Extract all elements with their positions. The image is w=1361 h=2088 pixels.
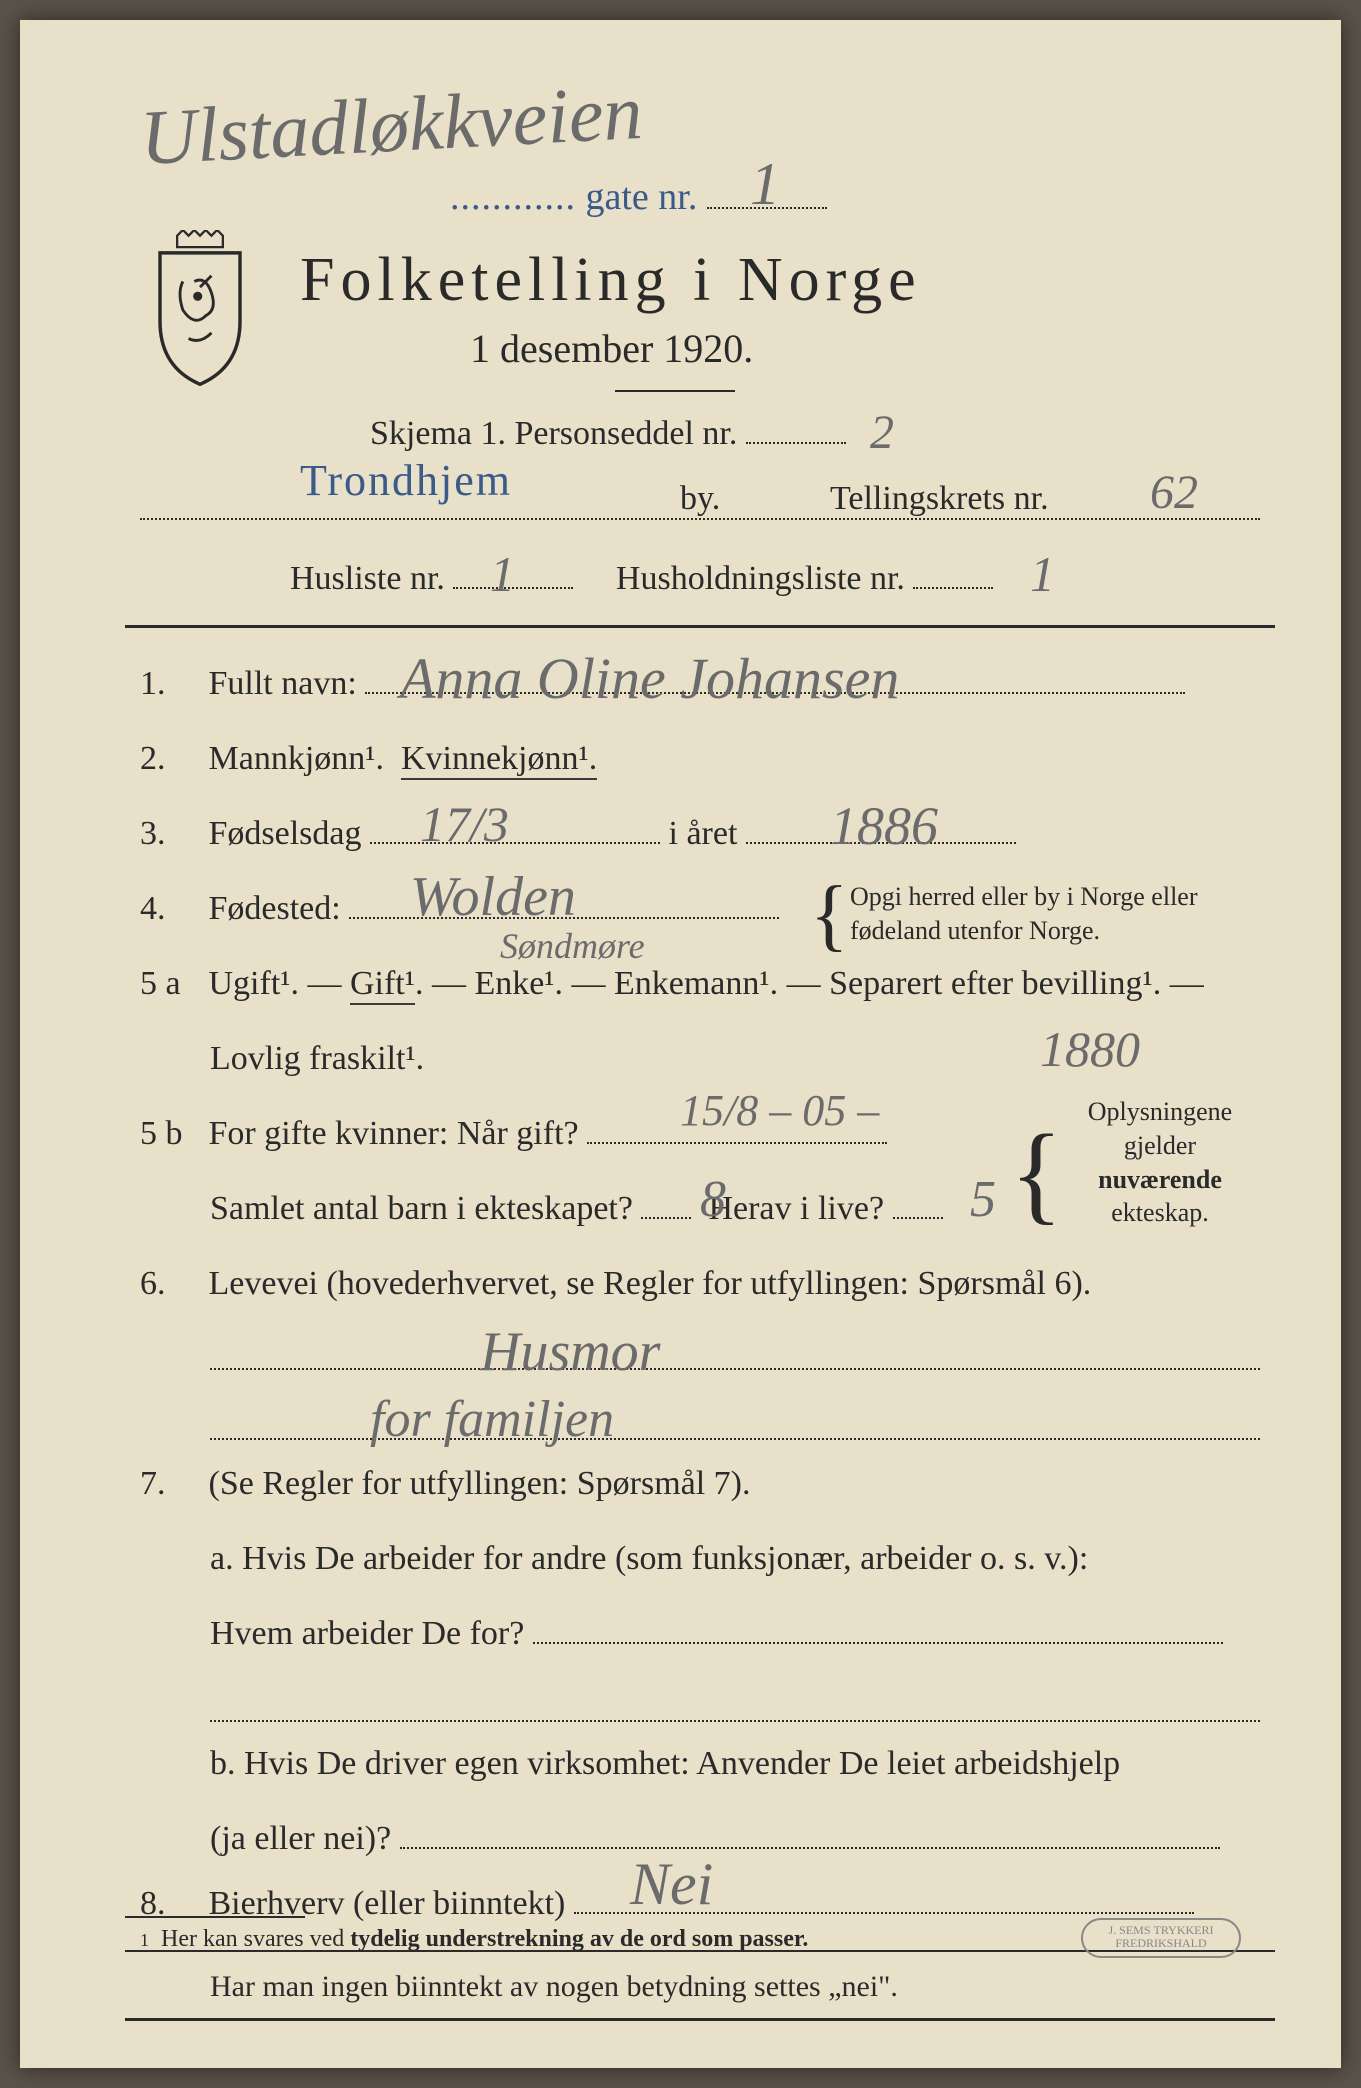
q4-num: 4. [140, 890, 200, 928]
husliste-label: Husliste nr. [290, 560, 445, 597]
footnote-rule [125, 1916, 305, 1918]
q3-row: 3. Fødselsdag i året [140, 815, 1260, 853]
q3-day: 17/3 [420, 795, 509, 853]
q7b-row: b. Hvis De driver egen virksomhet: Anven… [210, 1745, 1330, 1783]
q1-value: Anna Oline Johansen [400, 645, 899, 712]
q5a-num: 5 a [140, 965, 200, 1003]
q6-line2 [210, 1438, 1260, 1440]
q4-brace: { [810, 870, 848, 961]
gate-dots: ............ [450, 176, 576, 218]
q5b-label-c: Herav i live? [708, 1190, 884, 1227]
q3-label-a: Fødselsdag [209, 815, 362, 852]
q6-value1: Husmor [480, 1320, 660, 1384]
skjema-label: Skjema 1. Personseddel nr. [370, 415, 846, 453]
census-form-page: Ulstadløkkveien ............ gate nr. 1 … [20, 20, 1341, 2068]
hushold-label: Husholdningsliste nr. [616, 560, 905, 597]
q3-year: 1886 [830, 795, 938, 857]
city-stamp: Trondhjem [300, 455, 512, 506]
husliste-nr: 1 [490, 545, 515, 603]
footnote: 1 Her kan svares ved tydelig understrekn… [140, 1926, 808, 1953]
q7-label: (Se Regler for utfyllingen: Spørsmål 7). [209, 1465, 751, 1502]
q3-label-b: i året [669, 815, 738, 852]
title-rule [615, 390, 735, 392]
q5a-text2: Lovlig fraskilt¹. [210, 1040, 424, 1077]
q4-value: Wolden [410, 865, 576, 929]
q5b-num: 5 b [140, 1115, 200, 1153]
q5b-live: 5 [970, 1170, 996, 1229]
q4-sub: Søndmøre [500, 925, 645, 967]
gate-label-text: gate nr. [586, 176, 698, 218]
q7b-label: b. Hvis De driver egen virksomhet: Anven… [210, 1745, 1120, 1782]
gate-nr-value: 1 [750, 150, 780, 219]
tellingskrets-label: Tellingskrets nr. [830, 480, 1049, 518]
q6-label: Levevei (hovederhvervet, se Regler for u… [209, 1265, 1092, 1302]
q1-num: 1. [140, 665, 200, 703]
q7a-row: a. Hvis De arbeider for andre (som funks… [210, 1540, 1330, 1578]
q7b-q: (ja eller nei)? [210, 1820, 1330, 1858]
q5b-label-b: Samlet antal barn i ekteskapet? [210, 1190, 633, 1227]
q2-row: 2. Mannkjønn¹. Kvinnekjønn¹. [140, 740, 1260, 778]
q8-value: Nei [630, 1850, 713, 1919]
personseddel-nr: 2 [870, 405, 894, 460]
q7-num: 7. [140, 1465, 200, 1503]
title-main: Folketelling i Norge [300, 245, 922, 316]
q7a-q-text: Hvem arbeider De for? [210, 1615, 524, 1652]
title-date: 1 desember 1920. [470, 325, 753, 372]
q6-num: 6. [140, 1265, 200, 1303]
q5a-row2: Lovlig fraskilt¹. [210, 1040, 1330, 1078]
q5b-barn: 8 [700, 1170, 726, 1229]
printer-stamp: J. SEMS TRYKKERIFREDRIKSHALD [1081, 1918, 1241, 1958]
q6-row: 6. Levevei (hovederhvervet, se Regler fo… [140, 1265, 1260, 1303]
q2-kvinne: Kvinnekjønn¹. [401, 740, 597, 780]
q4-label: Fødested: [209, 890, 341, 927]
q5b-gift: 15/8 – 05 – [680, 1085, 879, 1136]
q7a-line2 [210, 1720, 1260, 1722]
q7b-q-text: (ja eller nei)? [210, 1820, 391, 1857]
q4-side: Opgi herred eller by i Norge eller fødel… [850, 880, 1250, 948]
rule-bottom2 [125, 2018, 1275, 2021]
q2-num: 2. [140, 740, 200, 778]
bottom-note: Har man ingen biinntekt av nogen betydni… [210, 1970, 1330, 2004]
q5b-label-a: For gifte kvinner: Når gift? [209, 1115, 579, 1152]
rule-top [125, 625, 1275, 628]
q5b-side: Oplysningene gjelder nuværende ekteskap. [1060, 1095, 1260, 1230]
q7a-q: Hvem arbeider De for? [210, 1615, 1330, 1653]
coat-of-arms-icon [140, 230, 260, 390]
q5b-brace: { [1010, 1110, 1063, 1237]
q6-value2: for familjen [370, 1390, 614, 1449]
husliste-row: Husliste nr. Husholdningsliste nr. [290, 560, 993, 598]
q6-line1 [210, 1368, 1260, 1370]
q1-label: Fullt navn: [209, 665, 357, 702]
q5b-side-year: 1880 [1040, 1020, 1140, 1078]
by-label: by. [680, 480, 720, 518]
q2-mann: Mannkjønn¹. [209, 740, 384, 777]
q7a-label: a. Hvis De arbeider for andre (som funks… [210, 1540, 1088, 1577]
q7-row: 7. (Se Regler for utfyllingen: Spørsmål … [140, 1465, 1260, 1503]
tellingskrets-nr: 62 [1150, 465, 1198, 520]
q3-num: 3. [140, 815, 200, 853]
q5a-row: 5 a Ugift¹. — Gift¹. — Enke¹. — Enkemann… [140, 965, 1260, 1003]
skjema-text: Skjema 1. Personseddel nr. [370, 415, 737, 452]
dotted-underline-city [140, 518, 1260, 520]
street-handwritten: Ulstadløkkveien [138, 67, 644, 183]
hushold-nr: 1 [1030, 545, 1055, 603]
